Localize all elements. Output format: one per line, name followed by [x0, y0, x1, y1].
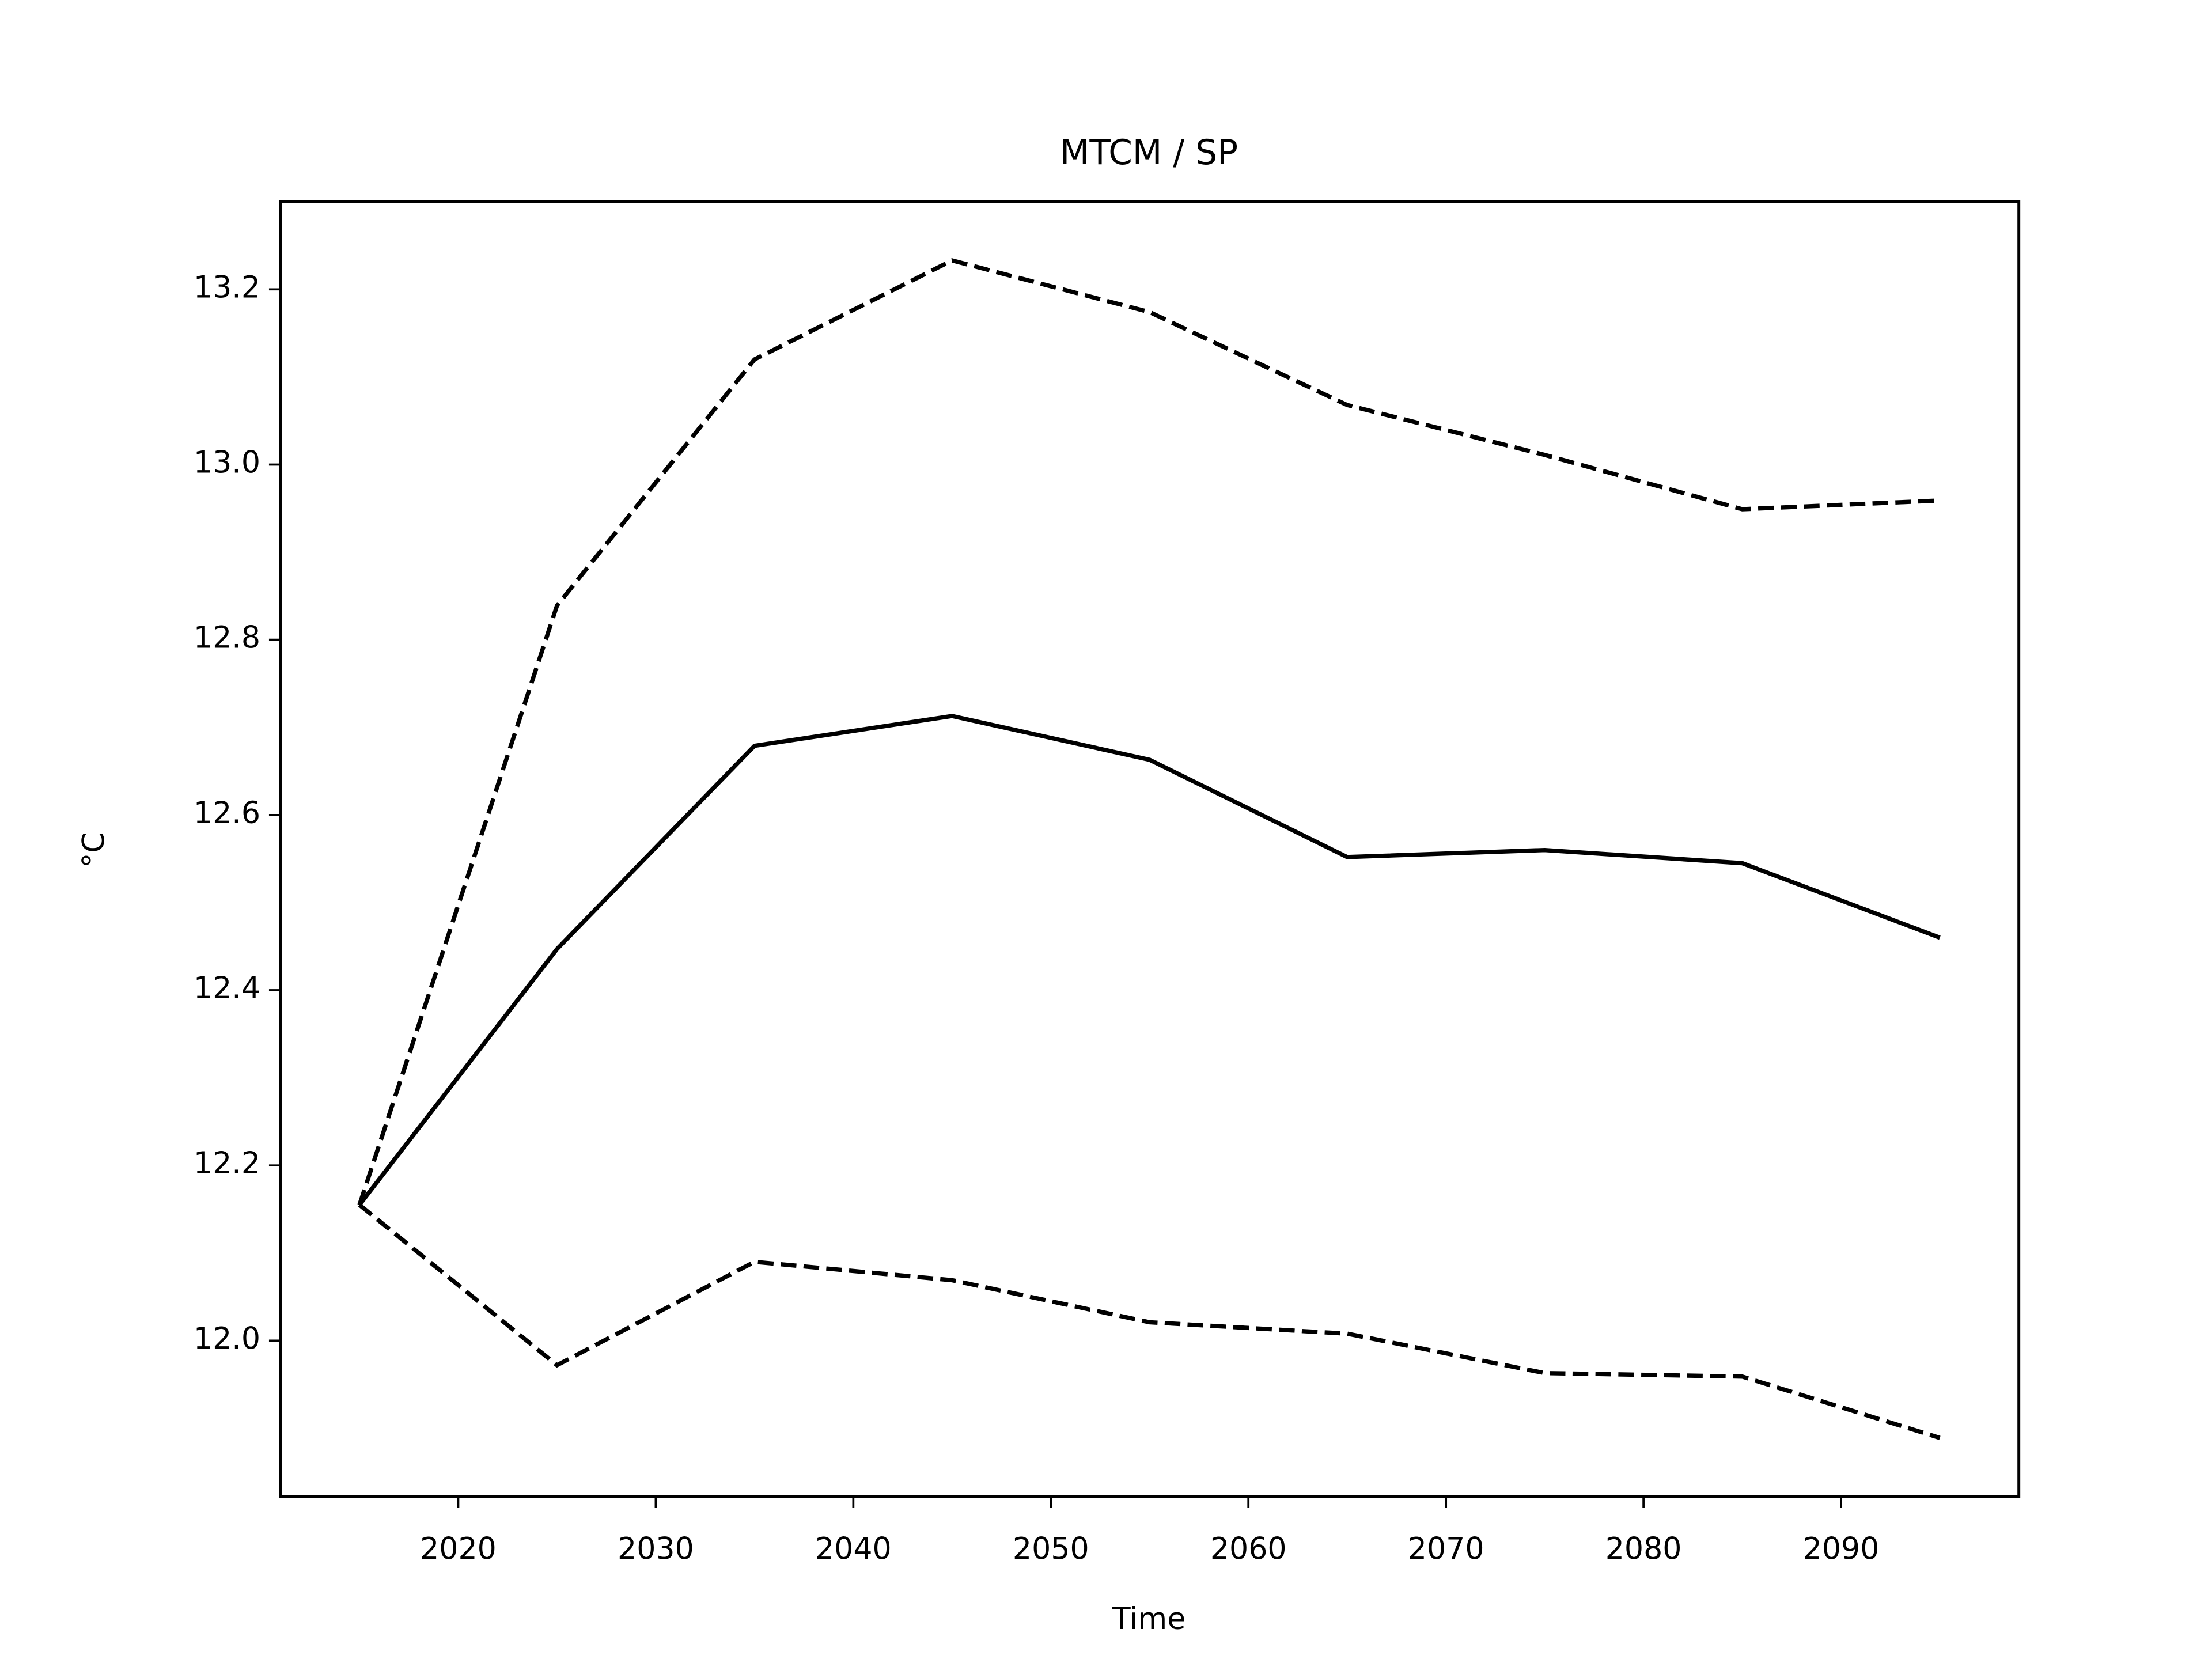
x-axis-label: Time [1112, 1602, 1186, 1637]
data-line [357, 258, 1940, 1206]
x-tick-label: 2070 [1408, 1532, 1484, 1566]
y-tick-label: 12.8 [194, 621, 260, 656]
data-line [358, 1203, 1941, 1440]
x-tick-label: 2050 [1013, 1532, 1089, 1566]
y-tick-label: 12.0 [194, 1321, 260, 1356]
x-tick-label: 2090 [1803, 1532, 1880, 1566]
y-tick-label: 12.6 [194, 796, 260, 831]
plot-frame [279, 200, 2021, 1498]
y-tick-label: 13.2 [194, 270, 260, 305]
x-tick-label: 2020 [420, 1532, 497, 1566]
y-tick-label: 12.2 [194, 1146, 260, 1181]
y-tick-label: 13.0 [194, 445, 260, 480]
y-tick-label: 12.4 [194, 971, 260, 1006]
data-line [358, 714, 1941, 1206]
x-tick-label: 2040 [815, 1532, 892, 1566]
chart-title: MTCM / SP [1060, 133, 1238, 173]
x-tick-label: 2080 [1605, 1532, 1682, 1566]
y-axis-label: °C [77, 832, 111, 868]
x-tick-label: 2060 [1210, 1532, 1287, 1566]
x-tick-label: 2030 [618, 1532, 694, 1566]
